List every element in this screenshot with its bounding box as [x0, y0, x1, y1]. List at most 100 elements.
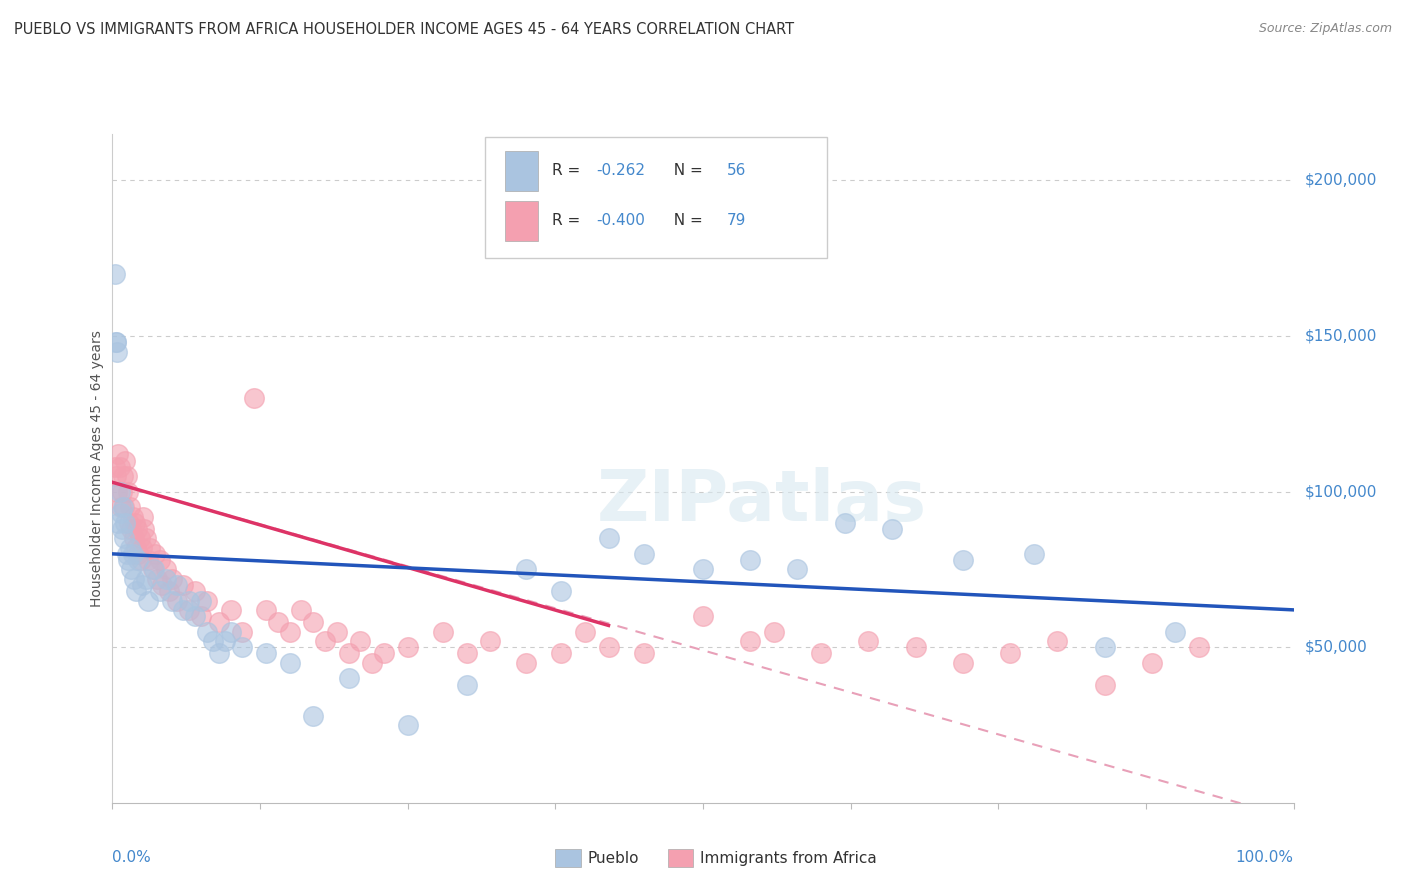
- Point: [598, 531, 620, 545]
- Point: [120, 541, 142, 555]
- Point: [184, 609, 207, 624]
- Point: [1094, 677, 1116, 691]
- Point: [254, 647, 277, 661]
- Text: 0.0%: 0.0%: [112, 849, 152, 864]
- Point: [155, 572, 177, 586]
- Point: [361, 656, 384, 670]
- Bar: [505, 201, 537, 241]
- Point: [302, 708, 325, 723]
- Text: $100,000: $100,000: [1305, 484, 1376, 500]
- Text: N =: N =: [664, 163, 707, 178]
- Point: [166, 578, 188, 592]
- Point: [314, 634, 336, 648]
- Point: [326, 624, 349, 639]
- Text: 56: 56: [727, 163, 747, 178]
- Point: [633, 647, 655, 661]
- Point: [195, 624, 218, 639]
- Point: [108, 459, 131, 474]
- Point: [131, 541, 153, 555]
- Point: [243, 392, 266, 406]
- Point: [122, 572, 145, 586]
- Point: [184, 584, 207, 599]
- Point: [117, 484, 139, 499]
- Point: [110, 507, 132, 521]
- Point: [114, 516, 136, 530]
- Point: [740, 634, 762, 648]
- Point: [1188, 640, 1211, 655]
- Point: [550, 584, 572, 599]
- Point: [104, 459, 127, 474]
- Text: Source: ZipAtlas.com: Source: ZipAtlas.com: [1258, 22, 1392, 36]
- Point: [278, 624, 301, 639]
- Point: [904, 640, 927, 655]
- Point: [396, 718, 419, 732]
- Text: R =: R =: [551, 163, 585, 178]
- Point: [104, 267, 127, 281]
- Point: [858, 634, 880, 648]
- Point: [131, 578, 153, 592]
- Text: 79: 79: [727, 213, 747, 228]
- Point: [190, 609, 212, 624]
- FancyBboxPatch shape: [485, 137, 827, 258]
- Point: [111, 484, 134, 499]
- Point: [179, 593, 201, 607]
- Point: [692, 609, 714, 624]
- Point: [172, 578, 194, 592]
- Point: [134, 522, 156, 536]
- Point: [349, 634, 371, 648]
- Point: [136, 593, 159, 607]
- Point: [219, 624, 242, 639]
- Point: [105, 335, 128, 350]
- Point: [160, 572, 183, 586]
- Text: Pueblo: Pueblo: [588, 852, 640, 866]
- Point: [135, 572, 157, 586]
- Point: [111, 522, 134, 536]
- Point: [105, 344, 128, 359]
- Point: [115, 469, 138, 483]
- Point: [107, 447, 129, 461]
- Point: [179, 603, 201, 617]
- Text: PUEBLO VS IMMIGRANTS FROM AFRICA HOUSEHOLDER INCOME AGES 45 - 64 YEARS CORRELATI: PUEBLO VS IMMIGRANTS FROM AFRICA HOUSEHO…: [14, 22, 794, 37]
- Point: [142, 562, 165, 576]
- Point: [786, 562, 808, 576]
- Point: [278, 656, 301, 670]
- Text: R =: R =: [551, 213, 585, 228]
- Point: [157, 584, 180, 599]
- Point: [1022, 547, 1045, 561]
- Point: [231, 640, 253, 655]
- Point: [105, 469, 128, 483]
- Point: [135, 531, 157, 545]
- Point: [120, 562, 142, 576]
- Point: [143, 547, 166, 561]
- Point: [114, 453, 136, 467]
- Point: [373, 647, 395, 661]
- Point: [105, 484, 128, 499]
- Text: N =: N =: [664, 213, 707, 228]
- Point: [160, 593, 183, 607]
- Point: [1140, 656, 1163, 670]
- Text: ZIPatlas: ZIPatlas: [598, 467, 927, 536]
- Point: [633, 547, 655, 561]
- Point: [290, 603, 312, 617]
- Point: [834, 516, 856, 530]
- Point: [208, 615, 231, 630]
- Point: [195, 593, 218, 607]
- Point: [810, 647, 832, 661]
- Point: [112, 469, 135, 483]
- Point: [110, 500, 132, 515]
- Point: [120, 522, 142, 536]
- Point: [124, 516, 146, 530]
- Point: [456, 647, 478, 661]
- Point: [136, 553, 159, 567]
- Point: [550, 647, 572, 661]
- Point: [127, 522, 149, 536]
- Point: [107, 516, 129, 530]
- Point: [117, 553, 139, 567]
- Point: [456, 677, 478, 691]
- Point: [149, 584, 172, 599]
- Point: [142, 562, 165, 576]
- Point: [150, 578, 173, 592]
- Point: [146, 572, 169, 586]
- Point: [125, 584, 148, 599]
- Text: -0.262: -0.262: [596, 163, 645, 178]
